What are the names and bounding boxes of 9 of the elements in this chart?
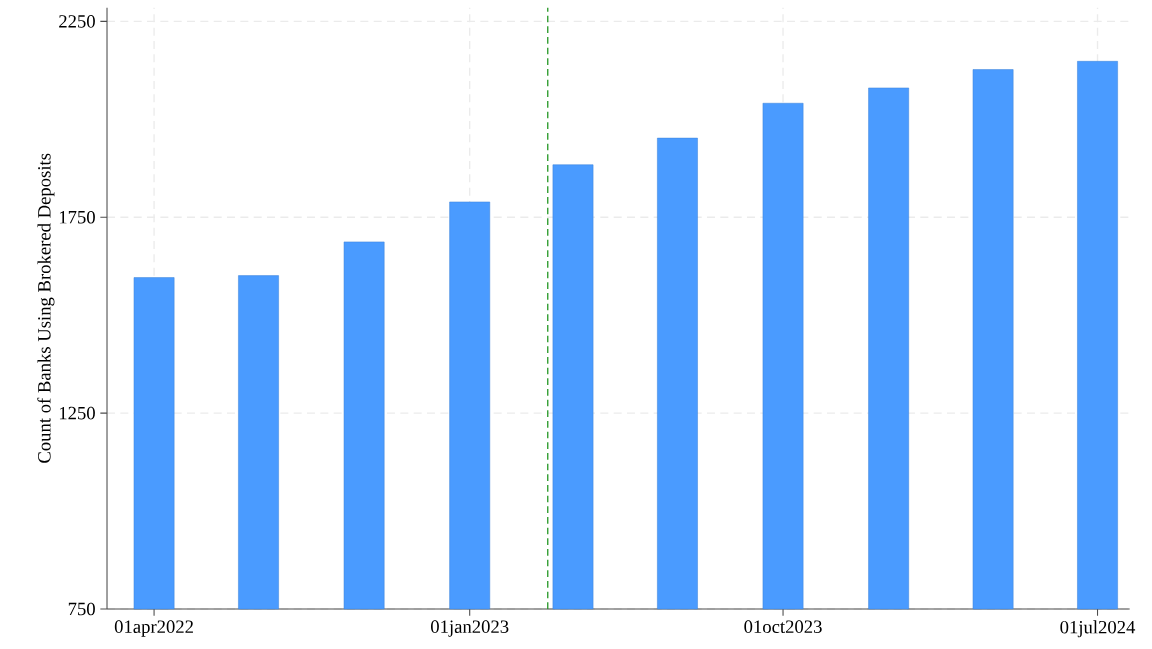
y-tick-label: 2250 bbox=[59, 15, 95, 28]
x-tick-label: 01jul2024 bbox=[1060, 620, 1136, 638]
x-tick-label: 01apr2022 bbox=[114, 620, 193, 637]
x-tick-label: 01jan2023 bbox=[431, 620, 509, 637]
y-tick-label: 1750 bbox=[59, 210, 95, 224]
y-axis-title: Count of Banks Using Brokered Deposits bbox=[37, 153, 55, 463]
x-tick-label: 01oct2023 bbox=[744, 620, 822, 633]
y-tick-label: 1250 bbox=[59, 406, 95, 420]
y-tick-label: 750 bbox=[68, 602, 95, 616]
